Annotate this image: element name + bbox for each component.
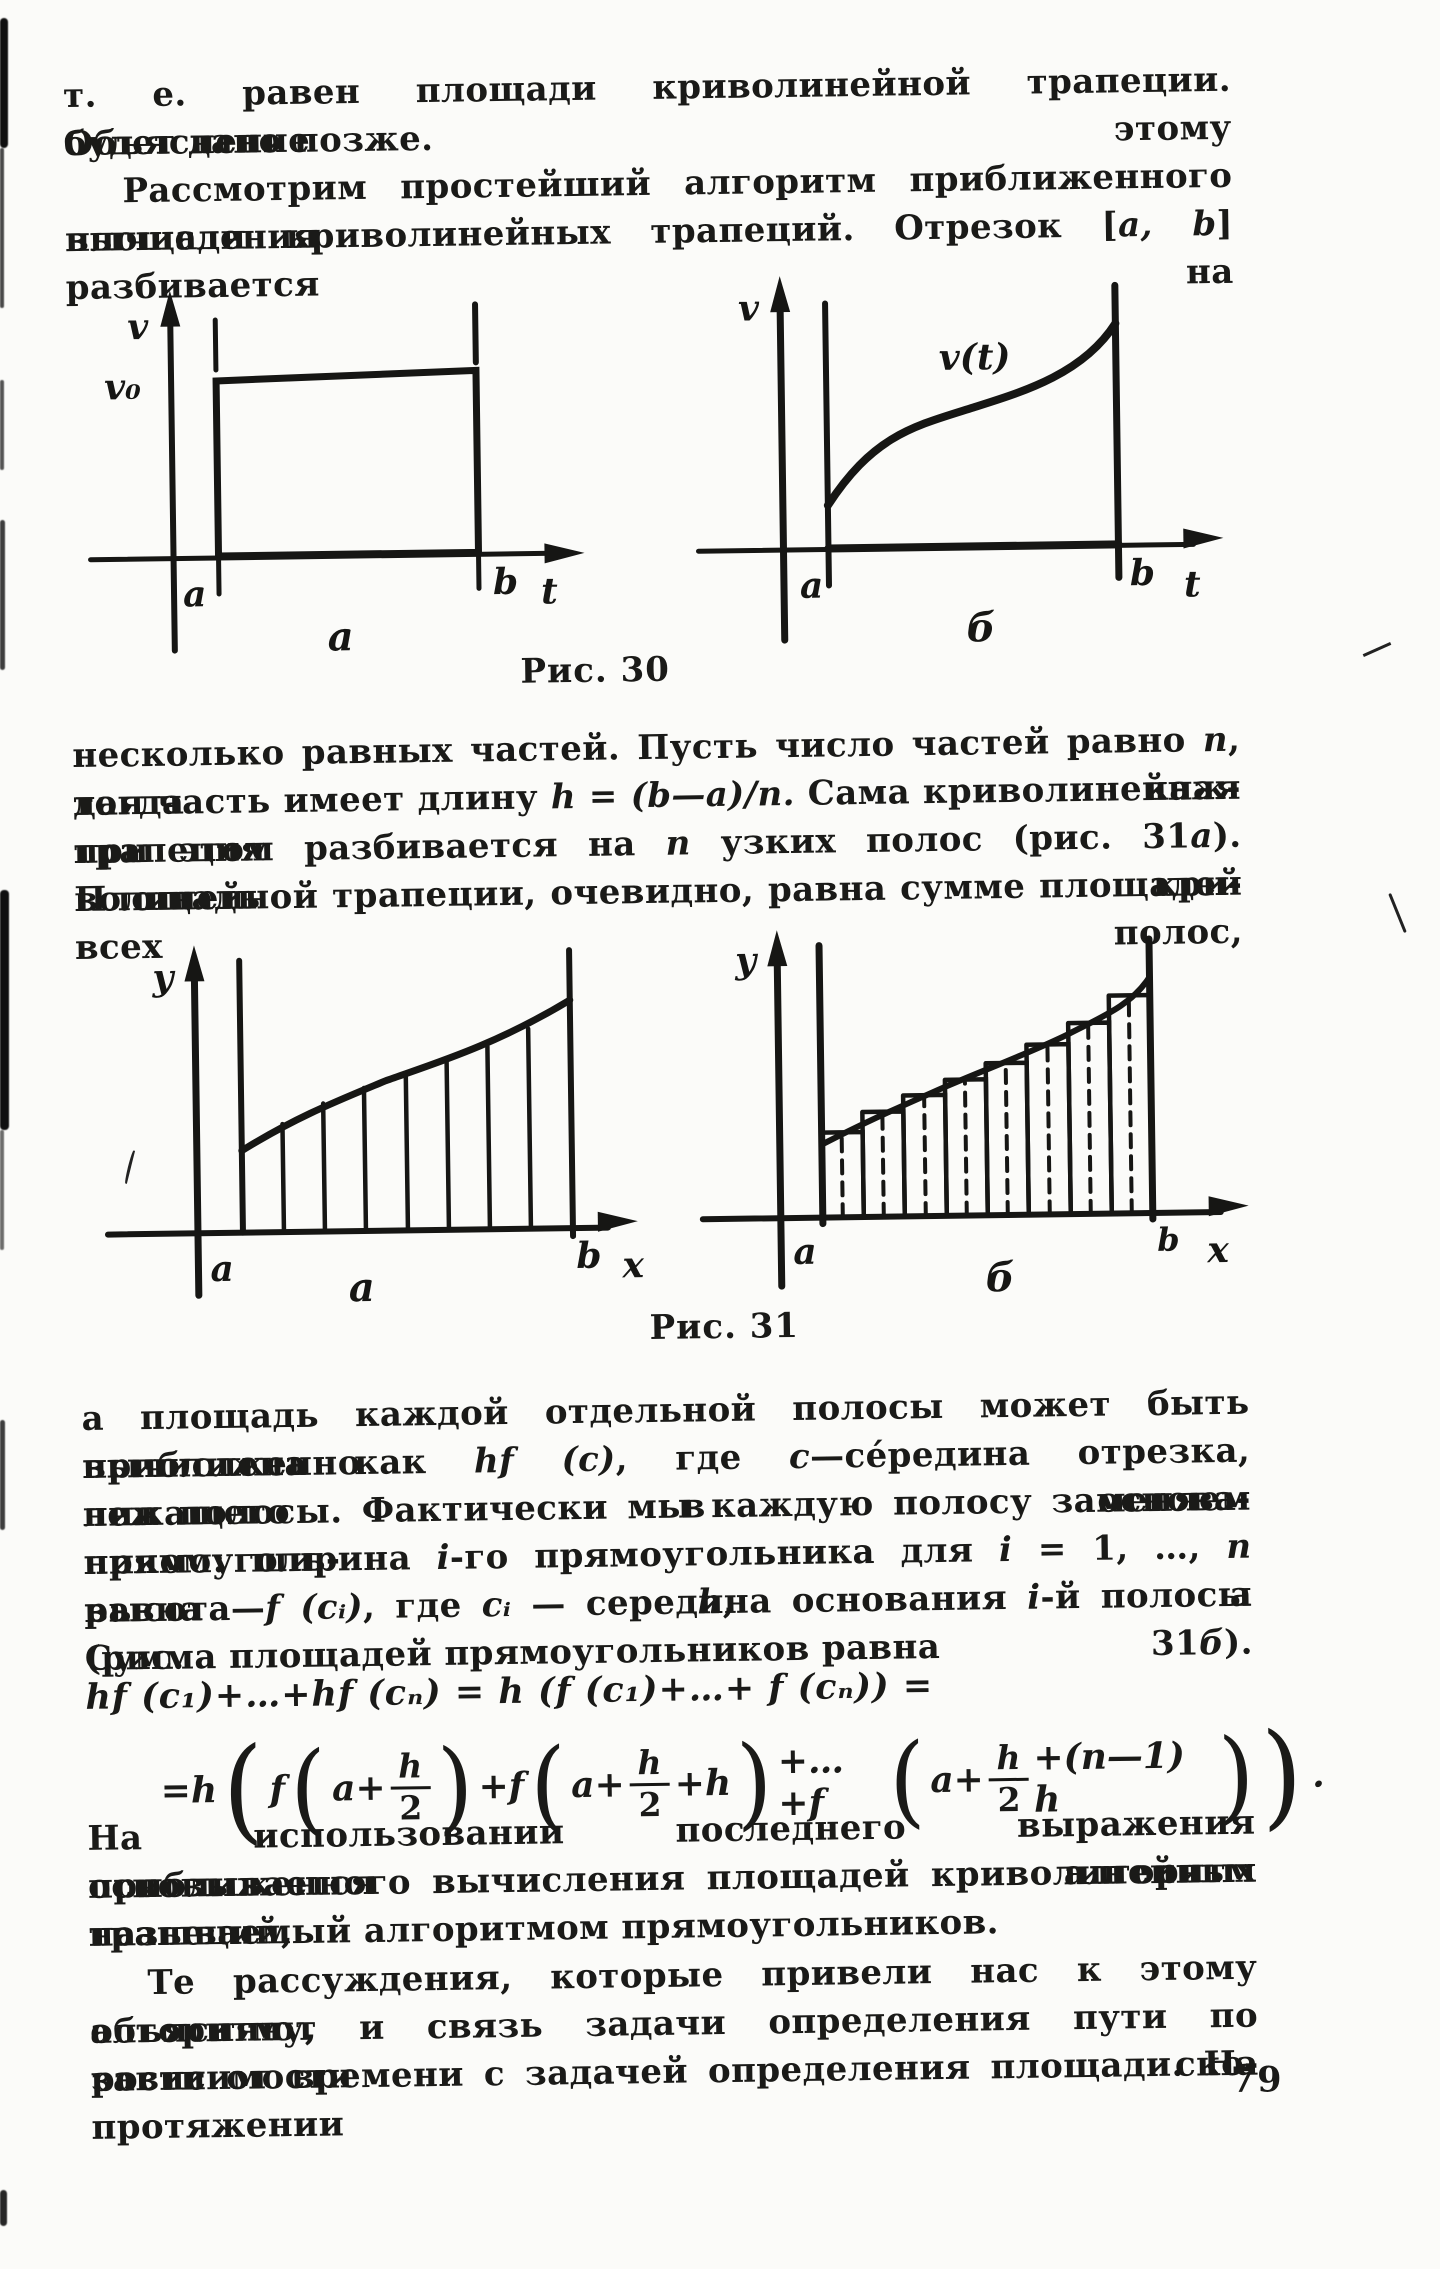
page-number: 79	[1231, 2059, 1284, 2101]
axis-label-b: b	[1157, 1221, 1180, 1259]
text-line: т. е. равен площади криволинейной трапец…	[63, 56, 1232, 120]
axis-label-v: v	[127, 306, 150, 348]
formula-term: a+	[571, 1763, 625, 1806]
axis-label-t: t	[1184, 563, 1202, 605]
binding-shadow	[0, 1420, 5, 1530]
paragraph: Рассмотрим простейший алгоритм приближен…	[64, 152, 1233, 264]
figure-31b-rectangles-plot: y a b x б	[689, 914, 1254, 1299]
axis-label-b: b	[1130, 552, 1156, 594]
close-paren: )	[437, 1787, 473, 1788]
subplot-label: б	[985, 1254, 1015, 1301]
binding-shadow	[0, 2190, 7, 2226]
paragraph: т. е. равен площади криволинейной трапец…	[63, 56, 1232, 168]
close-paren: )	[1218, 1776, 1254, 1777]
fraction-numerator: h	[988, 1741, 1029, 1781]
figure-31-caption: Рис. 31	[244, 1300, 1204, 1353]
axis-label-a: a	[793, 1231, 817, 1273]
formula-lead: =h	[160, 1769, 217, 1812]
formula-term: +h	[674, 1762, 731, 1805]
paragraph: На использовании последнего выражения ос…	[87, 1799, 1257, 1959]
figure-31a-strips-plot: y a b x а	[94, 927, 659, 1307]
formula-term: a+	[332, 1767, 386, 1810]
axis-label-y: y	[734, 939, 759, 981]
axis-label-t: t	[541, 570, 559, 612]
paragraph: несколько равных частей. Пусть число час…	[72, 716, 1243, 924]
formula-term: +f	[478, 1765, 524, 1808]
axis-label-x: x	[621, 1244, 645, 1286]
fraction-numerator: h	[390, 1749, 431, 1789]
open-paren: (	[291, 1789, 327, 1790]
axis-label-a: a	[183, 573, 207, 615]
close-paren: )	[1261, 1775, 1302, 1776]
paragraph: Те рассуждения, которые привели нас к эт…	[89, 1944, 1259, 2104]
open-paren: (	[530, 1785, 566, 1786]
axis-label-b: b	[493, 561, 519, 603]
axis-label-x: x	[1206, 1229, 1230, 1271]
formula-period: .	[1312, 1754, 1325, 1796]
axis-label-a: a	[210, 1248, 234, 1290]
figure-30a-velocity-constant-plot: v v₀ a b t а	[75, 275, 600, 660]
figure-30b-velocity-curve-plot: v v(t) a b t б	[680, 262, 1245, 652]
curve-label-vt: v(t)	[939, 336, 1011, 379]
formula-term: f	[269, 1768, 285, 1810]
open-paren: (	[223, 1789, 264, 1790]
close-paren: )	[737, 1782, 773, 1783]
axis-label-y: y	[151, 957, 176, 999]
formula-term: a+	[930, 1758, 984, 1801]
axis-label-a: a	[800, 565, 824, 607]
axis-label-v0: v₀	[104, 366, 142, 409]
paragraph: а площадь каждой отдельной полосы может …	[81, 1379, 1253, 1683]
axis-label-v: v	[738, 287, 761, 329]
open-paren: (	[889, 1780, 925, 1781]
fraction-numerator: h	[629, 1746, 670, 1786]
subplot-label: а	[348, 1264, 375, 1311]
axis-label-b: b	[576, 1235, 602, 1277]
